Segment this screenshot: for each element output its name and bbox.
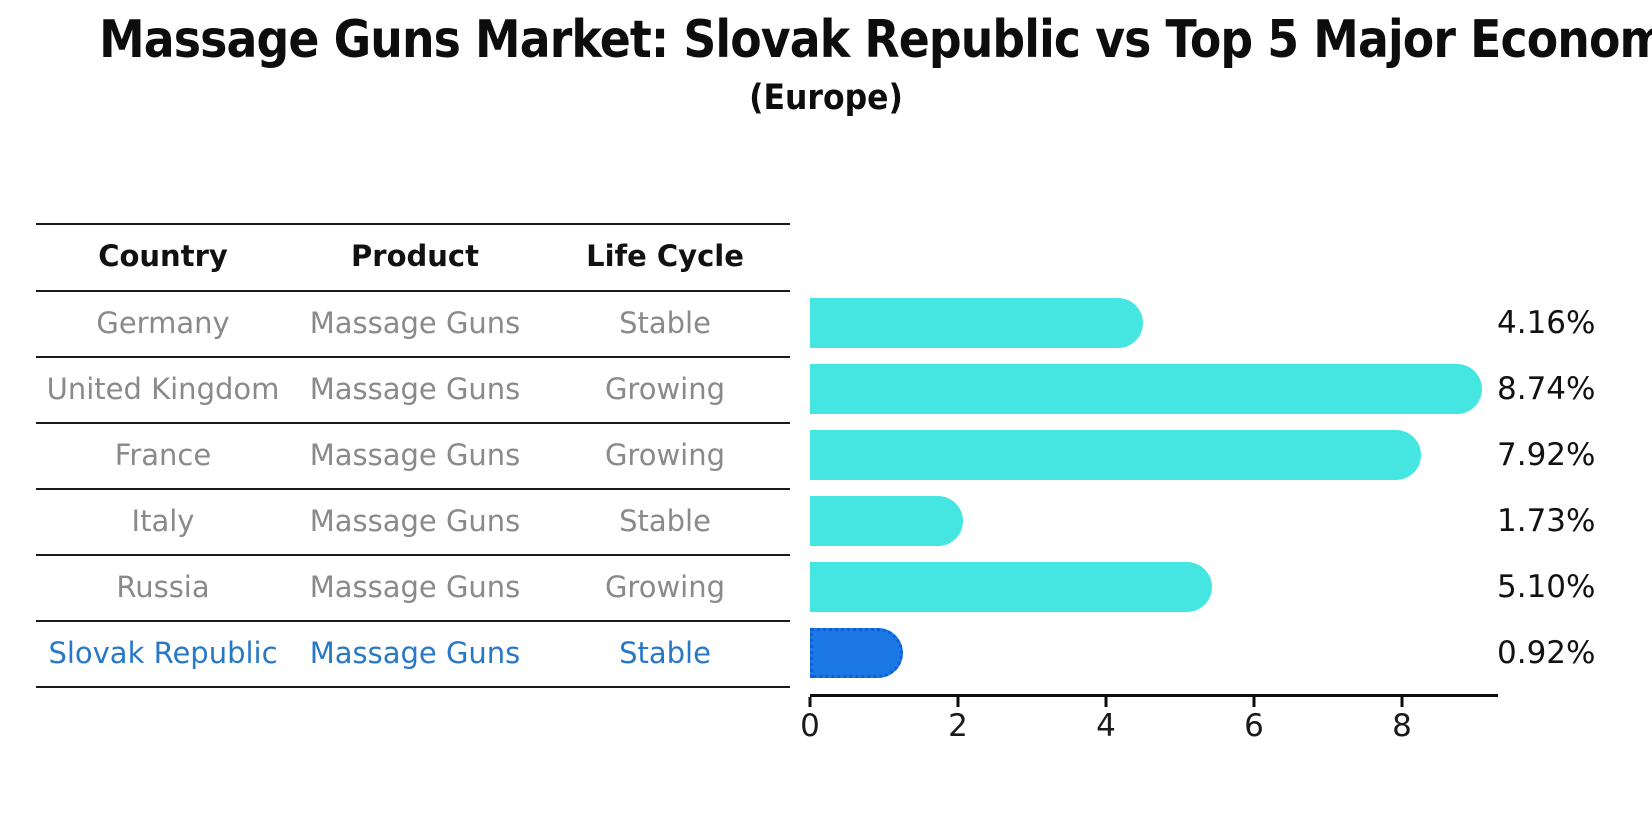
- x-axis-tick: [1400, 697, 1404, 707]
- table-rule-line: [36, 356, 790, 358]
- x-axis-tick: [1104, 697, 1108, 707]
- table-rule-line: [36, 686, 790, 688]
- table-rule-line: [36, 290, 790, 292]
- x-axis-tick-label: 0: [800, 708, 820, 744]
- table-row: Germany Massage Guns Stable: [36, 290, 790, 356]
- cell-country: Germany: [96, 306, 230, 340]
- cell-product: Massage Guns: [309, 636, 521, 670]
- bar-russia: [810, 562, 1213, 612]
- column-header-country: Country: [98, 239, 228, 273]
- cell-product: Massage Guns: [309, 438, 521, 472]
- cell-country: Italy: [131, 504, 195, 538]
- value-label: 4.16%: [1497, 305, 1596, 341]
- table-header-row: Country Product Life Cycle: [36, 223, 790, 289]
- cell-country: Slovak Republic: [48, 636, 278, 670]
- value-label: 8.74%: [1497, 371, 1596, 407]
- cell-country: Russia: [116, 570, 210, 604]
- bar-united-kingdom: [810, 364, 1482, 414]
- x-axis-tick: [1252, 697, 1256, 707]
- cell-country: United Kingdom: [46, 372, 280, 406]
- bar-slovak-republic: [810, 628, 904, 678]
- table-row: France Massage Guns Growing: [36, 422, 790, 488]
- cell-lifecycle: Stable: [619, 636, 711, 670]
- bar-germany: [810, 298, 1143, 348]
- cell-product: Massage Guns: [309, 306, 521, 340]
- table-rule-line: [36, 620, 790, 622]
- cell-lifecycle: Growing: [604, 570, 726, 604]
- column-header-lifecycle: Life Cycle: [586, 239, 744, 273]
- cell-lifecycle: Stable: [619, 306, 711, 340]
- x-axis-tick-label: 8: [1392, 708, 1412, 744]
- table-row: Italy Massage Guns Stable: [36, 488, 790, 554]
- cell-lifecycle: Growing: [604, 372, 726, 406]
- value-label: 7.92%: [1497, 437, 1596, 473]
- cell-lifecycle: Stable: [619, 504, 711, 538]
- x-axis-tick-label: 4: [1096, 708, 1116, 744]
- table-rule-line: [36, 422, 790, 424]
- table-row: Russia Massage Guns Growing: [36, 554, 790, 620]
- x-axis-tick-label: 2: [948, 708, 968, 744]
- cell-country: France: [114, 438, 212, 472]
- table-rule-line: [36, 554, 790, 556]
- value-label: 0.92%: [1497, 635, 1596, 671]
- x-axis-tick: [956, 697, 960, 707]
- cell-lifecycle: Growing: [604, 438, 726, 472]
- cell-product: Massage Guns: [309, 504, 521, 538]
- table-rule-line: [36, 223, 790, 225]
- value-label: 5.10%: [1497, 569, 1596, 605]
- table-row: Slovak Republic Massage Guns Stable: [36, 620, 790, 686]
- x-axis-line: [810, 694, 1498, 697]
- bar-italy: [810, 496, 964, 546]
- table-row: United Kingdom Massage Guns Growing: [36, 356, 790, 422]
- column-header-product: Product: [351, 239, 479, 273]
- cell-product: Massage Guns: [309, 570, 521, 604]
- chart-subtitle: (Europe): [749, 78, 903, 118]
- cell-product: Massage Guns: [309, 372, 521, 406]
- value-label: 1.73%: [1497, 503, 1596, 539]
- table-rule-line: [36, 488, 790, 490]
- chart-title: Massage Guns Market: Slovak Republic vs …: [99, 10, 1652, 70]
- bar-france: [810, 430, 1422, 480]
- x-axis-tick: [808, 697, 812, 707]
- x-axis-tick-label: 6: [1244, 708, 1264, 744]
